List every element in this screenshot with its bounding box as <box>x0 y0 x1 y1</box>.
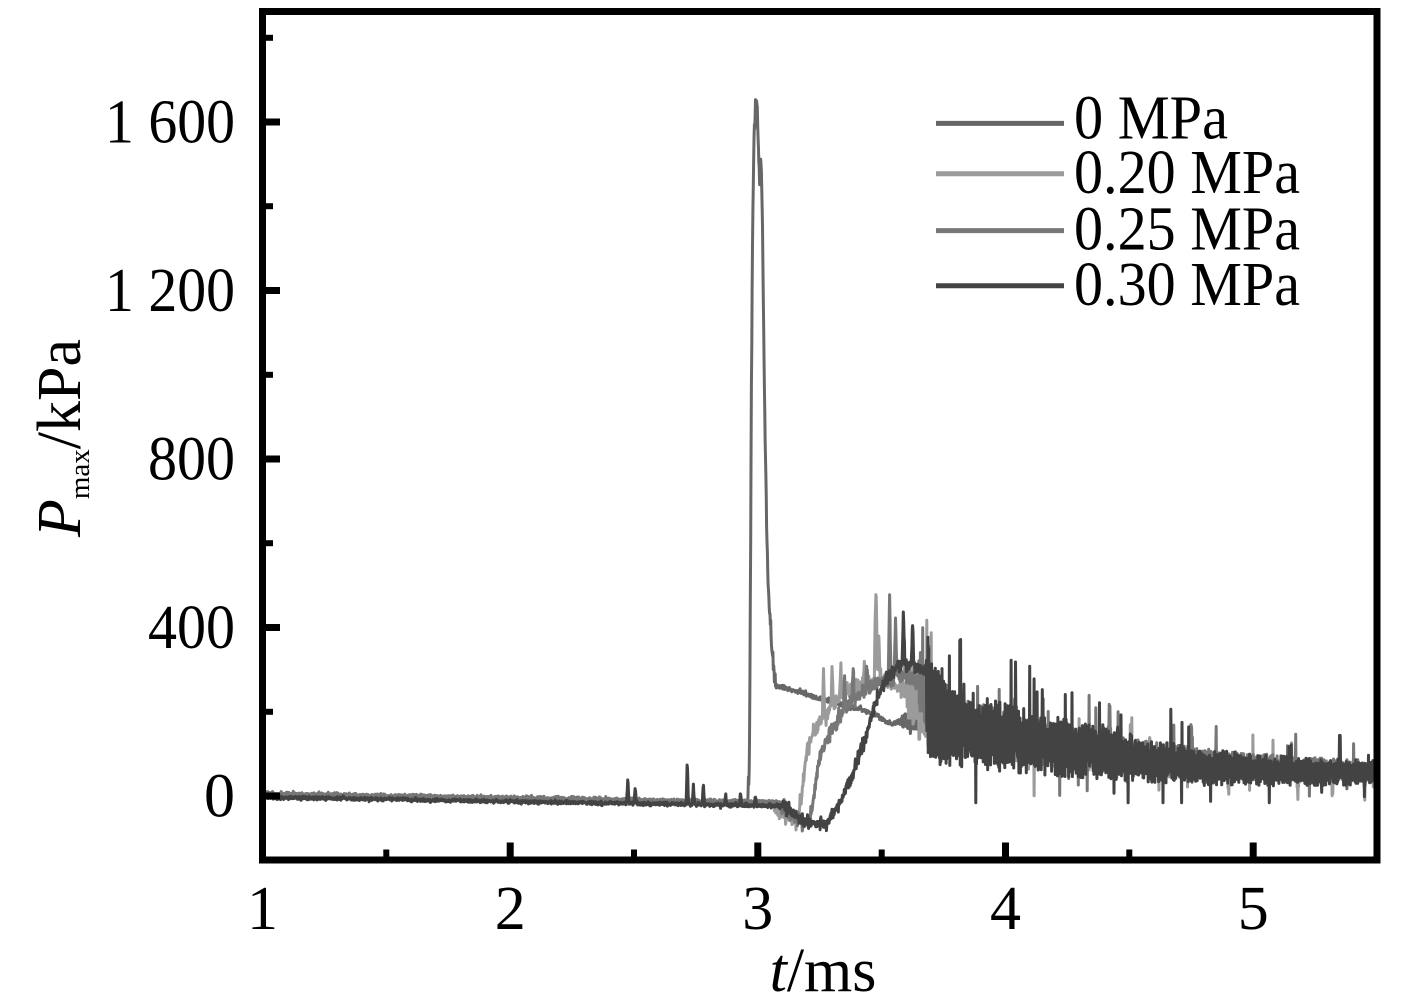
svg-text:5: 5 <box>1238 875 1269 943</box>
svg-text:t/ms: t/ms <box>770 937 877 999</box>
svg-text:0.30 MPa: 0.30 MPa <box>1074 251 1300 319</box>
svg-text:1 200: 1 200 <box>105 257 235 325</box>
svg-text:4: 4 <box>990 875 1021 943</box>
svg-text:0.20 MPa: 0.20 MPa <box>1074 139 1300 207</box>
svg-text:0: 0 <box>204 762 235 830</box>
svg-text:Pmax/kPa: Pmax/kPa <box>26 339 96 538</box>
svg-text:0.25 MPa: 0.25 MPa <box>1074 196 1300 264</box>
svg-text:2: 2 <box>495 875 526 943</box>
svg-text:400: 400 <box>148 594 235 662</box>
svg-text:0 MPa: 0 MPa <box>1074 85 1228 153</box>
svg-text:3: 3 <box>742 875 773 943</box>
svg-text:800: 800 <box>148 425 235 493</box>
svg-text:1 600: 1 600 <box>105 88 235 156</box>
svg-text:1: 1 <box>247 875 278 943</box>
